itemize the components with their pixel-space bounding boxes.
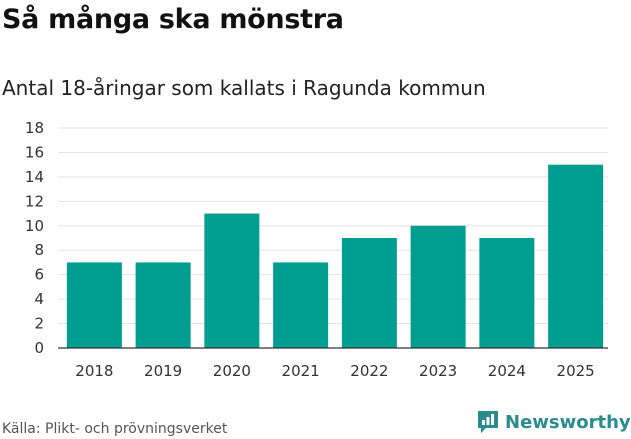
bar-2022[interactable] [341,238,397,348]
bar-2019[interactable] [135,262,191,348]
bar-2020[interactable] [204,213,260,348]
bar-2024[interactable] [479,238,535,348]
chart-subtitle: Antal 18-åringar som kallats i Ragunda k… [2,76,486,100]
x-tick-label: 2023 [419,362,457,380]
y-tick-label: 14 [25,168,44,186]
x-tick-label: 2022 [350,362,388,380]
chart-title: Så många ska mönstra [2,4,344,35]
source-note: Källa: Plikt- och prövningsverket [2,421,228,437]
x-tick-label: 2025 [557,362,595,380]
bar-2021[interactable] [273,262,329,348]
y-tick-label: 16 [25,143,44,161]
x-axis-tick-labels: 2018 2019 2020 2021 2022 2023 2024 2025 [75,362,594,380]
bar-2023[interactable] [410,225,466,348]
y-tick-label: 4 [34,290,44,308]
y-tick-label: 10 [25,217,44,235]
bar-chart: 0 2 4 6 8 10 12 14 16 18 2018 2019 2020 2021 2022 2023… [25,119,608,380]
y-axis-tick-labels: 0 2 4 6 8 10 12 14 16 18 [25,119,44,357]
x-tick-label: 2020 [213,362,251,380]
bar-2025[interactable] [548,164,604,348]
bar-2018[interactable] [66,262,122,348]
brand-name: Newsworthy [505,411,631,433]
y-tick-label: 12 [25,192,44,210]
y-tick-label: 8 [34,241,44,259]
bars [66,164,604,348]
y-tick-label: 18 [25,119,44,137]
y-tick-label: 6 [34,266,44,284]
y-tick-label: 0 [34,339,44,357]
newsworthy-logo-icon [478,411,498,433]
x-tick-label: 2018 [75,362,113,380]
y-tick-label: 2 [34,315,44,333]
brand-logo[interactable]: Newsworthy [476,408,631,436]
x-tick-label: 2021 [282,362,320,380]
x-tick-label: 2024 [488,362,526,380]
x-tick-label: 2019 [144,362,182,380]
